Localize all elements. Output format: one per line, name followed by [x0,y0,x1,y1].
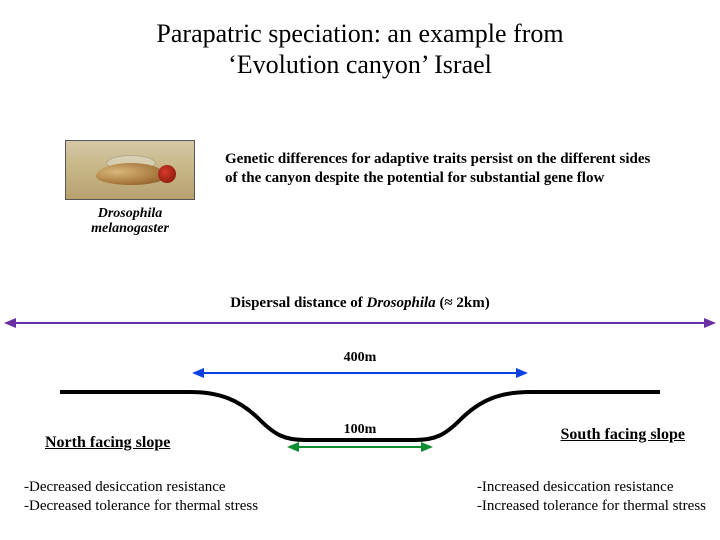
arrow-400m [190,366,530,380]
arrow-100m [285,440,435,454]
label-100m: 100m [290,422,430,438]
north-trait-2: -Decreased tolerance for thermal stress [24,497,258,516]
fly-head-shape [158,165,176,183]
label-400m: 400m [60,350,660,366]
dispersal-suffix: (≈ 2km) [436,295,490,311]
north-slope-label: North facing slope [45,434,170,452]
south-traits: -Increased desiccation resistance -Incre… [477,478,706,516]
dispersal-label: Dispersal distance of Drosophila (≈ 2km) [0,295,720,312]
south-trait-1: -Increased desiccation resistance [477,478,706,497]
slide-title: Parapatric speciation: an example from ‘… [0,0,720,80]
dispersal-taxon: Drosophila [367,295,436,311]
title-line-2: ‘Evolution canyon’ Israel [0,49,720,80]
fly-caption-species: melanogaster [60,221,200,236]
fly-caption: Drosophila melanogaster [60,206,200,237]
genetic-differences-text: Genetic differences for adaptive traits … [225,150,655,188]
dispersal-arrow [0,316,720,330]
fly-image [65,140,195,200]
south-trait-2: -Increased tolerance for thermal stress [477,497,706,516]
arrow-400m-svg [190,366,530,380]
north-trait-1: -Decreased desiccation resistance [24,478,258,497]
arrow-2km-svg [0,316,720,330]
fly-caption-genus: Drosophila [60,206,200,221]
dispersal-block: Dispersal distance of Drosophila (≈ 2km) [0,295,720,330]
dispersal-prefix: Dispersal distance of [230,295,366,311]
fly-body-shape [96,163,166,185]
south-slope-label: South facing slope [561,426,685,444]
arrow-100m-svg [285,440,435,454]
north-traits: -Decreased desiccation resistance -Decre… [24,478,258,516]
fly-figure: Drosophila melanogaster [60,140,200,237]
title-line-1: Parapatric speciation: an example from [0,18,720,49]
